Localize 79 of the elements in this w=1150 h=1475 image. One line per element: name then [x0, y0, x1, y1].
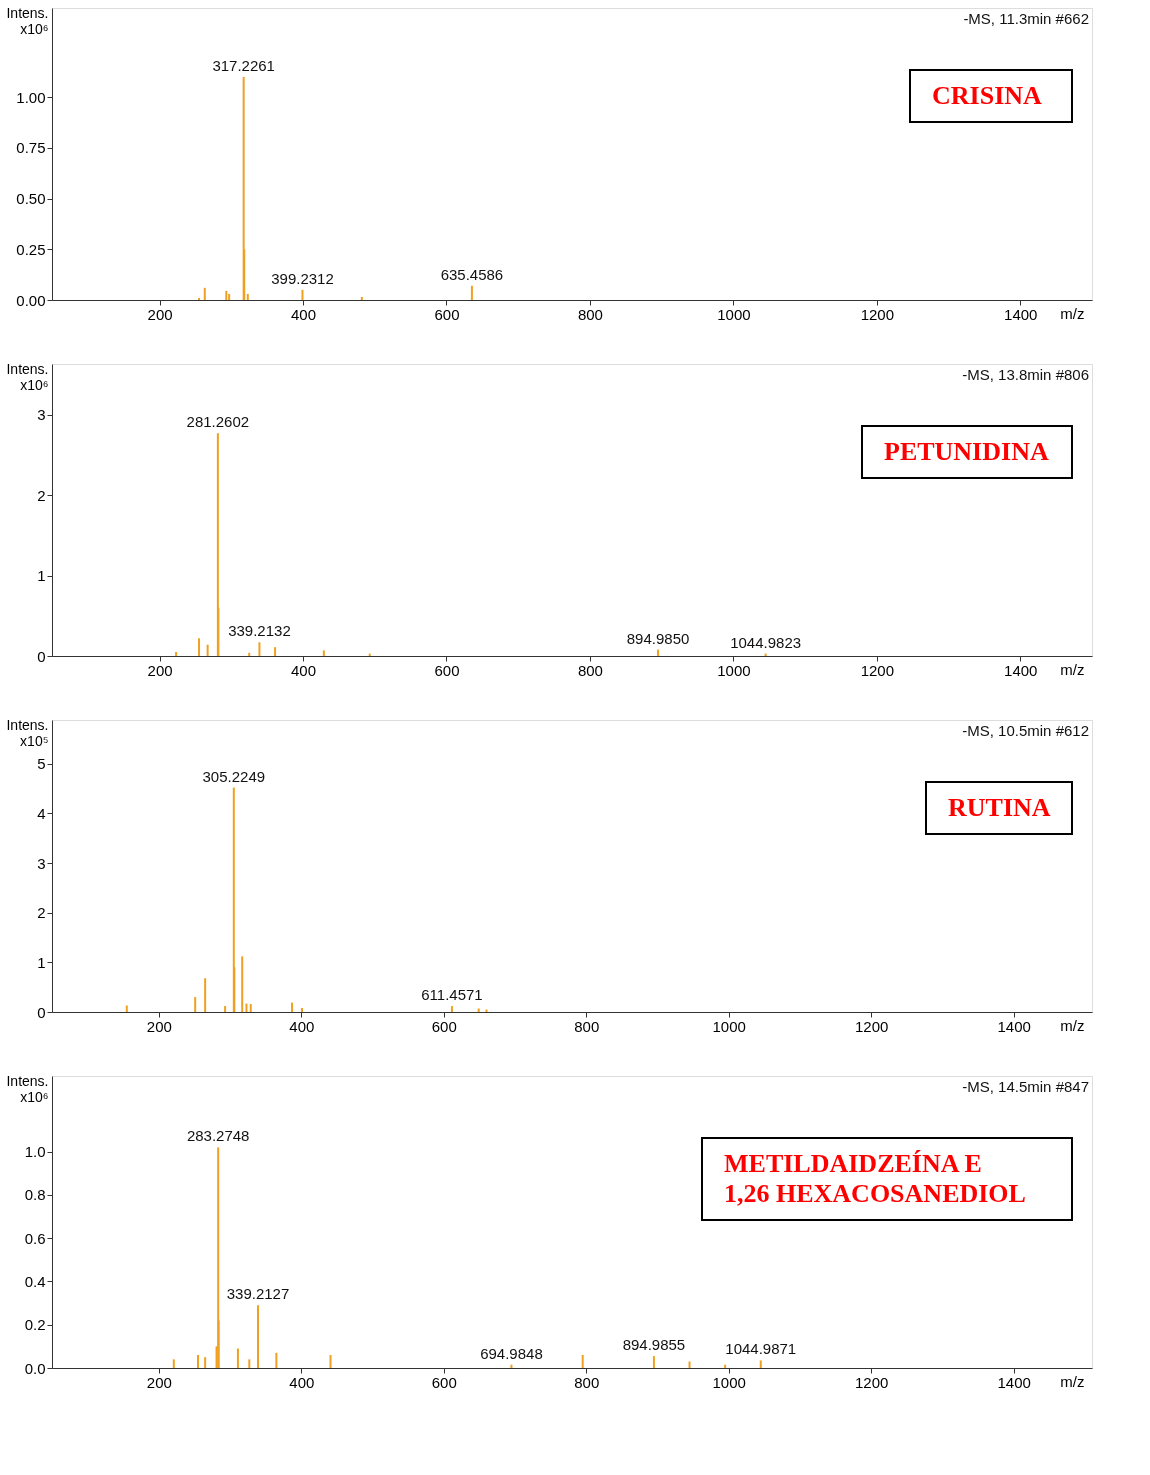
annotation: 339.2132 [228, 622, 291, 640]
y-axis-title: Intens. x10⁶ [6, 360, 49, 393]
x-tick-label: 600 [434, 661, 460, 679]
annotation: 305.2249 [202, 767, 266, 785]
y-tick-label: 4 [37, 804, 46, 822]
x-axis-title: m/z [1060, 304, 1085, 322]
x-tick-label: 600 [434, 305, 460, 323]
y-axis-title: Intens. x10⁶ [6, 4, 49, 37]
x-axis-title: m/z [1060, 1016, 1085, 1034]
x-tick-label: 200 [146, 1373, 172, 1391]
y-tick-label: 0.6 [24, 1229, 46, 1247]
y-tick-label: 0.25 [16, 240, 46, 258]
annotation: CRISINA [932, 81, 1043, 110]
annotation: 635.4586 [440, 265, 504, 283]
x-tick-label: 400 [289, 1017, 315, 1035]
y-tick-label: 2 [37, 904, 46, 922]
x-tick-label: 1000 [712, 1017, 746, 1035]
annotation: 894.9850 [626, 629, 690, 647]
annotation: PETUNIDINA [884, 437, 1049, 466]
x-tick-label: 800 [574, 1017, 600, 1035]
annotation: 317.2261 [212, 56, 275, 74]
annotation: 694.9848 [480, 1344, 543, 1362]
x-tick-label: 1200 [860, 305, 895, 323]
x-tick-label: 1400 [997, 1017, 1031, 1035]
y-tick-label: 1.0 [24, 1143, 46, 1161]
x-tick-label: 1200 [860, 661, 895, 679]
y-tick-label: 3 [37, 406, 46, 424]
annotation: -MS, 14.5min #847 [962, 1078, 1089, 1095]
y-tick-label: 2 [37, 486, 46, 504]
annotation: 894.9855 [622, 1336, 686, 1354]
y-tick-label: 1 [37, 953, 46, 971]
annotation: 339.2127 [226, 1285, 290, 1303]
x-tick-label: 800 [577, 661, 603, 679]
x-axis-title: m/z [1060, 1372, 1085, 1390]
y-axis-title: Intens. x10⁵ [6, 716, 49, 749]
annotation: 399.2312 [271, 269, 334, 287]
x-tick-label: 200 [147, 305, 173, 323]
x-tick-label: 1000 [712, 1373, 746, 1391]
annotation: 281.2602 [186, 413, 250, 431]
annotation: -MS, 13.8min #806 [962, 366, 1089, 383]
x-tick-label: 400 [291, 305, 317, 323]
y-tick-label: 5 [37, 755, 46, 773]
y-tick-label: 3 [37, 854, 46, 872]
x-tick-label: 600 [431, 1017, 457, 1035]
annotation: METILDAIDZEÍNA E 1,26 HEXACOSANEDIOL [724, 1149, 1026, 1208]
x-axis-title: m/z [1060, 660, 1085, 678]
y-tick-label: 1 [37, 567, 46, 585]
annotation: 283.2748 [186, 1127, 250, 1145]
annotation: 1044.9871 [725, 1340, 797, 1358]
y-tick-label: 0.8 [24, 1186, 46, 1204]
y-tick-label: 0 [37, 1003, 46, 1021]
y-axis-title: Intens. x10⁶ [6, 1072, 49, 1105]
annotation: 611.4571 [421, 986, 483, 1004]
x-tick-label: 400 [291, 661, 317, 679]
annotation: RUTINA [948, 793, 1051, 822]
x-tick-label: 800 [577, 305, 603, 323]
y-tick-label: 0.2 [24, 1316, 46, 1334]
x-tick-label: 200 [147, 661, 173, 679]
x-tick-label: 600 [431, 1373, 457, 1391]
annotation: -MS, 11.3min #662 [963, 10, 1089, 27]
y-tick-label: 0.00 [16, 291, 46, 309]
x-tick-label: 1400 [1004, 305, 1038, 323]
x-tick-label: 1400 [997, 1373, 1031, 1391]
x-tick-label: 200 [146, 1017, 172, 1035]
x-tick-label: 1200 [854, 1017, 889, 1035]
x-tick-label: 1000 [717, 305, 751, 323]
x-tick-label: 1400 [1004, 661, 1038, 679]
x-tick-label: 1000 [717, 661, 751, 679]
y-tick-label: 0 [37, 647, 46, 665]
x-tick-label: 1200 [854, 1373, 889, 1391]
annotation: -MS, 10.5min #612 [962, 722, 1089, 739]
y-tick-label: 1.00 [16, 88, 46, 106]
x-tick-label: 400 [289, 1373, 315, 1391]
annotation: 1044.9823 [730, 633, 802, 651]
y-tick-label: 0.75 [16, 139, 46, 157]
x-tick-label: 800 [574, 1373, 600, 1391]
y-tick-label: 0.4 [24, 1272, 46, 1290]
y-tick-label: 0.0 [24, 1359, 46, 1377]
y-tick-label: 0.50 [16, 190, 46, 208]
